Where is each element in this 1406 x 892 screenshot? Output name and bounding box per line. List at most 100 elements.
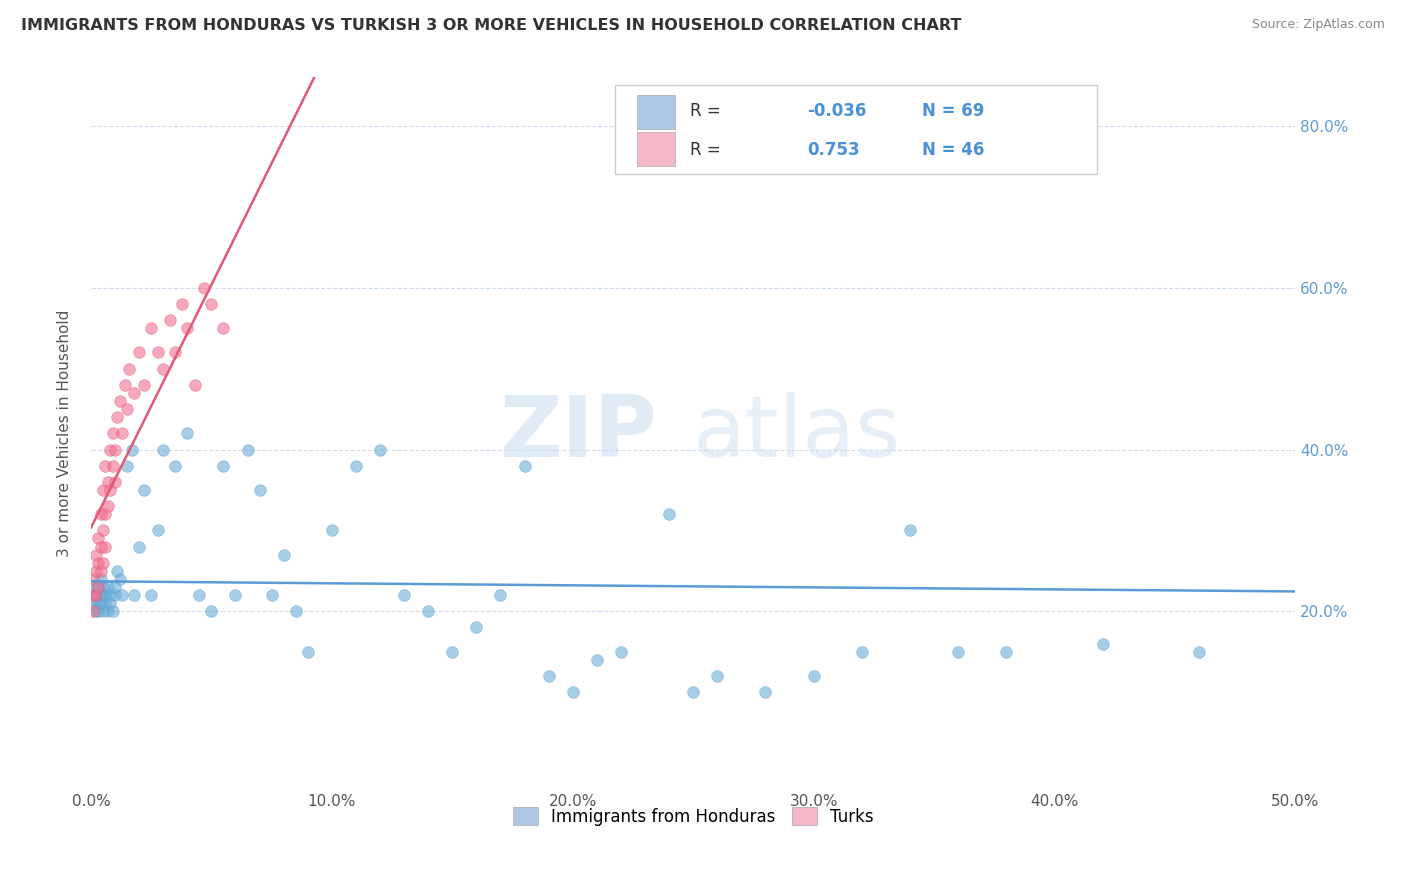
- Point: [212, 458, 235, 473]
- Point: [152, 361, 174, 376]
- Point: [165, 345, 187, 359]
- Point: [90, 507, 112, 521]
- Point: [84, 588, 107, 602]
- Point: [101, 604, 124, 618]
- Point: [98, 588, 121, 602]
- Point: [98, 483, 121, 497]
- Point: [115, 458, 138, 473]
- Point: [91, 580, 114, 594]
- Point: [995, 645, 1018, 659]
- Point: [108, 394, 131, 409]
- Point: [82, 572, 104, 586]
- Point: [84, 588, 107, 602]
- Point: [90, 540, 112, 554]
- Point: [91, 604, 114, 618]
- Point: [90, 572, 112, 586]
- Point: [152, 442, 174, 457]
- Text: Source: ZipAtlas.com: Source: ZipAtlas.com: [1251, 18, 1385, 31]
- Point: [82, 580, 104, 594]
- Point: [803, 669, 825, 683]
- FancyBboxPatch shape: [614, 85, 1097, 174]
- Point: [159, 313, 181, 327]
- Point: [87, 556, 110, 570]
- FancyBboxPatch shape: [637, 132, 675, 167]
- Point: [121, 442, 143, 457]
- FancyBboxPatch shape: [637, 95, 675, 128]
- Point: [101, 458, 124, 473]
- Point: [165, 458, 187, 473]
- Point: [97, 604, 120, 618]
- Point: [128, 540, 150, 554]
- Point: [111, 426, 134, 441]
- Point: [111, 588, 134, 602]
- Point: [344, 458, 367, 473]
- Point: [91, 483, 114, 497]
- Point: [249, 483, 271, 497]
- Point: [101, 426, 124, 441]
- Point: [128, 345, 150, 359]
- Point: [1188, 645, 1211, 659]
- Point: [273, 548, 295, 562]
- Point: [1091, 637, 1114, 651]
- Point: [90, 588, 112, 602]
- Point: [94, 596, 117, 610]
- Point: [898, 524, 921, 538]
- Point: [236, 442, 259, 457]
- Point: [115, 402, 138, 417]
- Point: [585, 653, 607, 667]
- Point: [107, 410, 129, 425]
- Point: [132, 483, 155, 497]
- Point: [108, 572, 131, 586]
- Point: [561, 685, 583, 699]
- Point: [176, 321, 198, 335]
- Point: [297, 645, 319, 659]
- Point: [260, 588, 283, 602]
- Point: [948, 645, 970, 659]
- Point: [176, 426, 198, 441]
- Point: [132, 377, 155, 392]
- Point: [465, 620, 488, 634]
- Point: [754, 685, 776, 699]
- Point: [658, 507, 681, 521]
- Text: atlas: atlas: [693, 392, 901, 475]
- Point: [148, 345, 170, 359]
- Point: [104, 442, 127, 457]
- Point: [87, 580, 110, 594]
- Point: [94, 458, 117, 473]
- Point: [98, 442, 121, 457]
- Point: [172, 297, 194, 311]
- Y-axis label: 3 or more Vehicles in Household: 3 or more Vehicles in Household: [58, 310, 72, 557]
- Point: [104, 588, 127, 602]
- Point: [82, 604, 104, 618]
- Point: [94, 507, 117, 521]
- Point: [98, 596, 121, 610]
- Point: [97, 580, 120, 594]
- Point: [87, 532, 110, 546]
- Point: [537, 669, 560, 683]
- Point: [148, 524, 170, 538]
- Text: -0.036: -0.036: [807, 102, 868, 120]
- Point: [90, 596, 112, 610]
- Text: N = 46: N = 46: [922, 141, 984, 159]
- Point: [141, 588, 163, 602]
- Point: [91, 556, 114, 570]
- Text: R =: R =: [689, 141, 725, 159]
- Point: [441, 645, 464, 659]
- Point: [87, 604, 110, 618]
- Point: [183, 377, 205, 392]
- Text: ZIP: ZIP: [499, 392, 657, 475]
- Point: [97, 475, 120, 489]
- Point: [851, 645, 873, 659]
- Point: [91, 524, 114, 538]
- Point: [224, 588, 246, 602]
- Point: [107, 564, 129, 578]
- Point: [321, 524, 343, 538]
- Point: [84, 604, 107, 618]
- Point: [104, 475, 127, 489]
- Point: [118, 361, 141, 376]
- Point: [97, 499, 120, 513]
- Point: [114, 377, 136, 392]
- Point: [682, 685, 704, 699]
- Point: [104, 580, 127, 594]
- Point: [94, 588, 117, 602]
